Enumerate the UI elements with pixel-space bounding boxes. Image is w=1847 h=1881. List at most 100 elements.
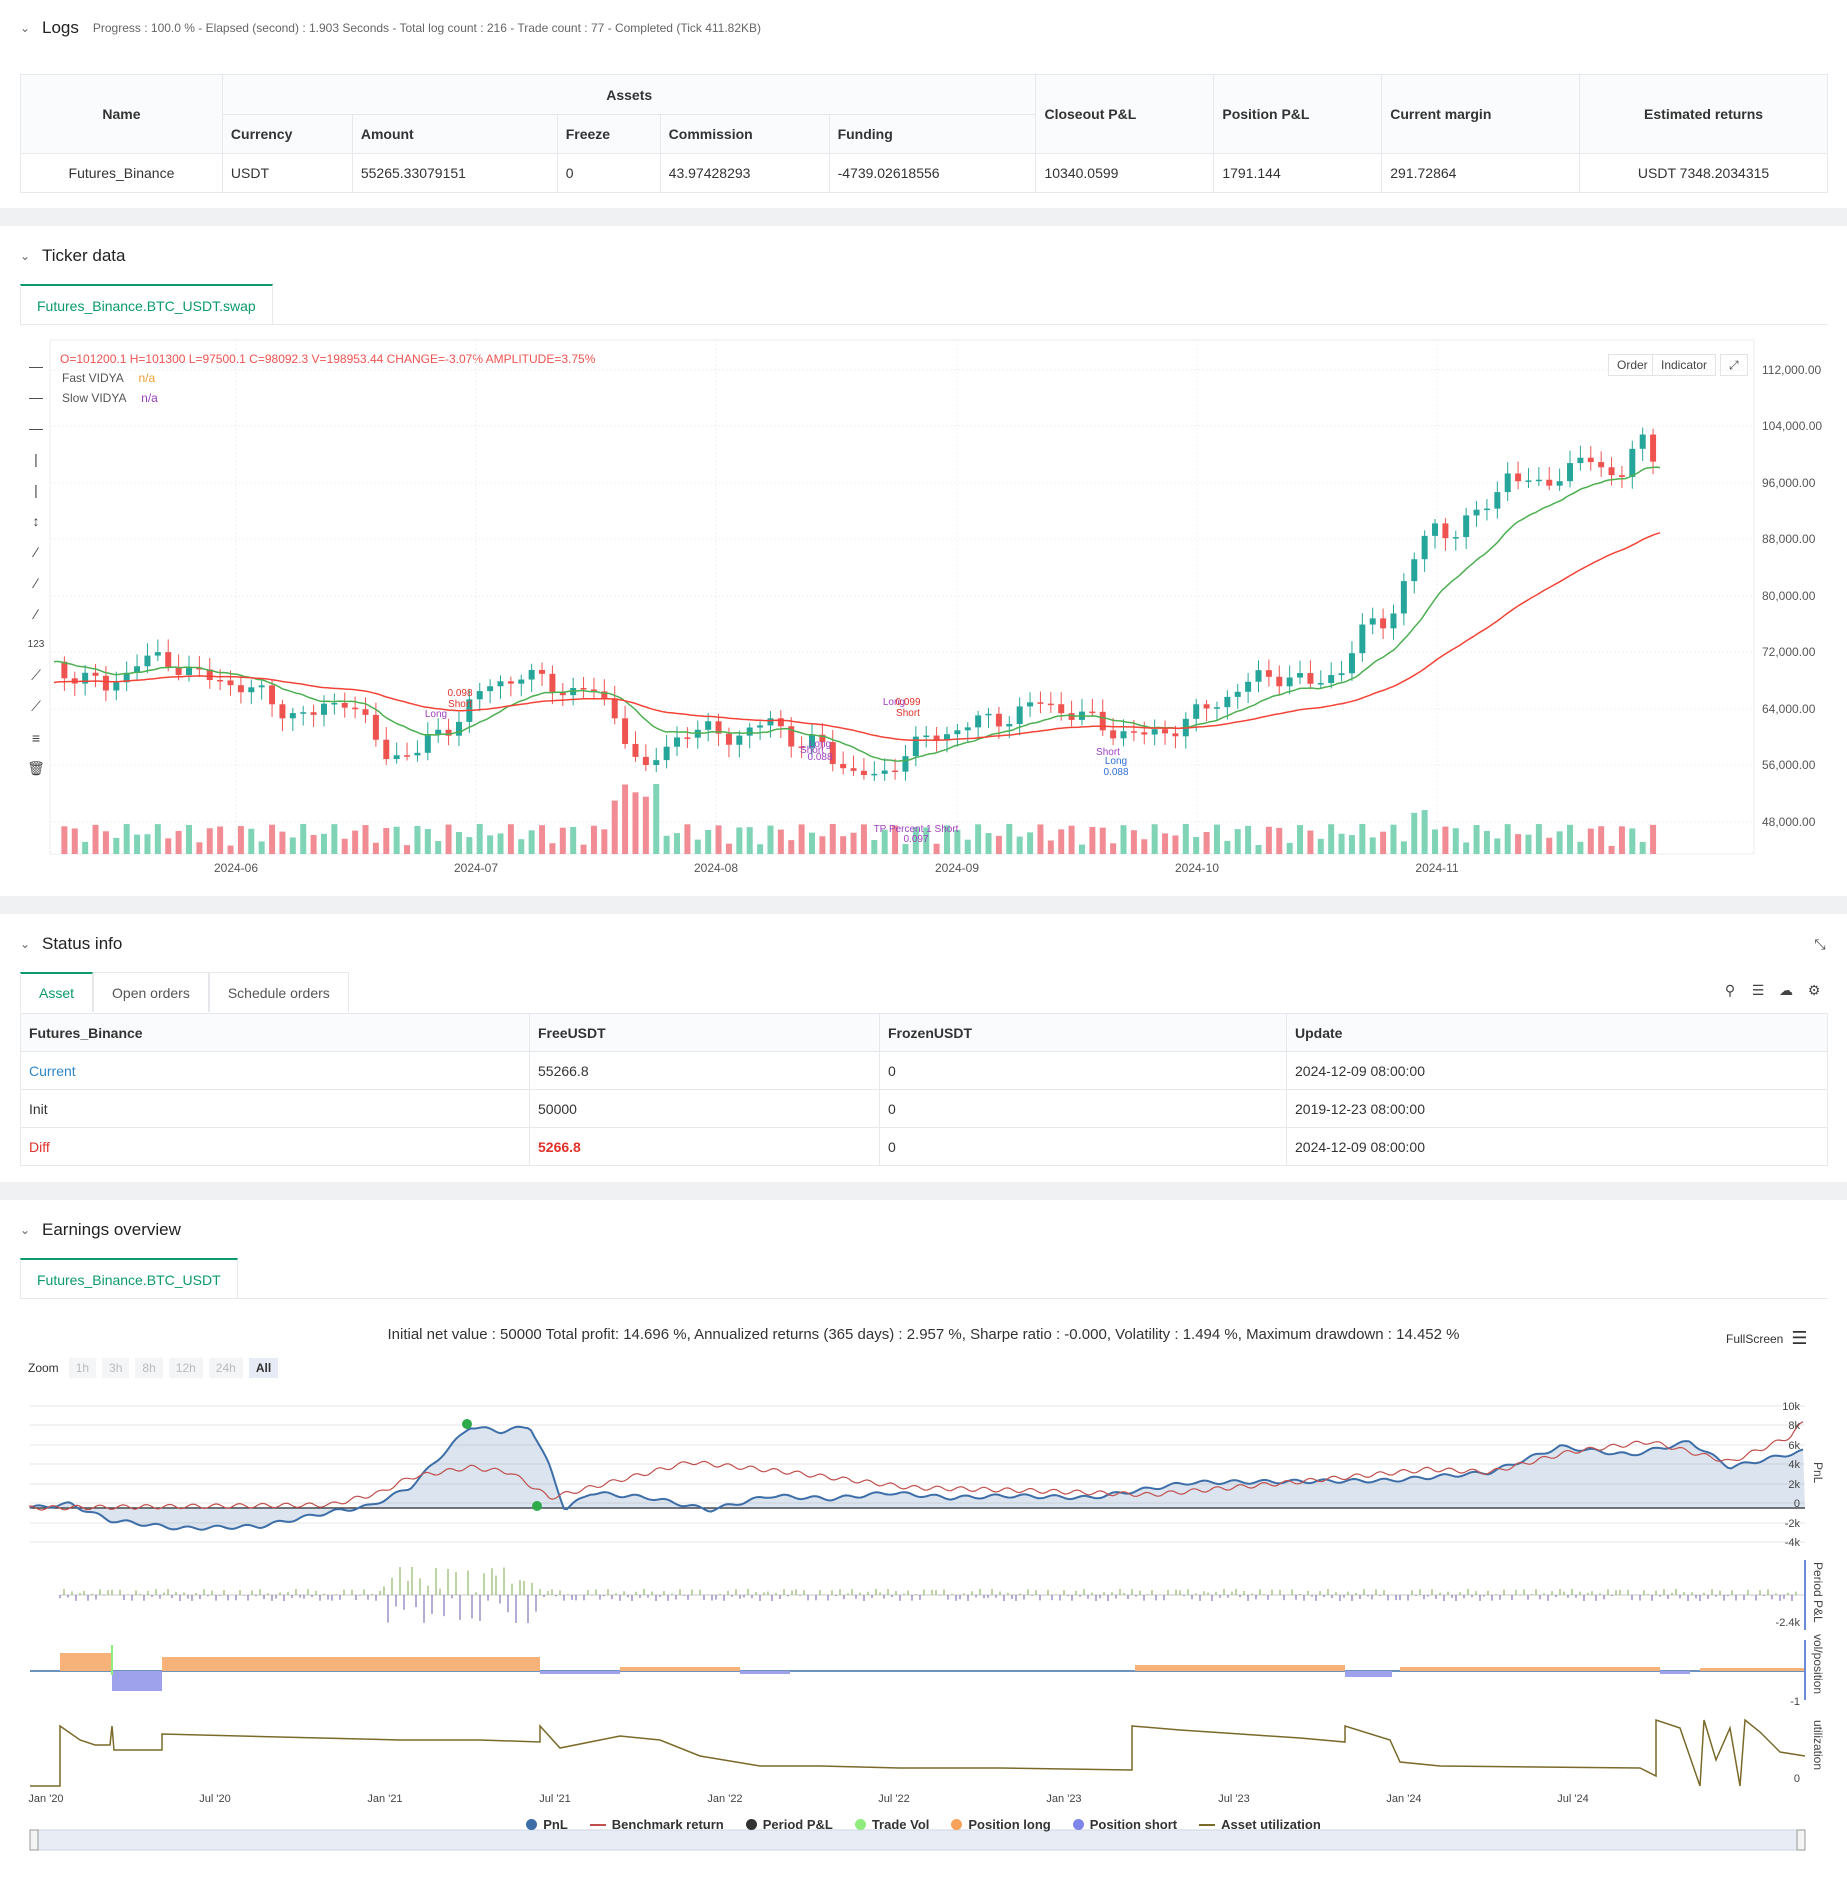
volume-bar bbox=[642, 796, 649, 854]
candle-body bbox=[819, 734, 826, 743]
horizontal-line-icon[interactable]: — bbox=[29, 357, 43, 374]
tab-btc-usdt-swap[interactable]: Futures_Binance.BTC_USDT.swap bbox=[20, 284, 273, 324]
fib-channel-icon[interactable]: ⟋ bbox=[31, 698, 41, 714]
volume-bar bbox=[1328, 824, 1335, 854]
volume-bar bbox=[1504, 824, 1511, 854]
short-signal-label: Short bbox=[448, 699, 472, 710]
volume-bar bbox=[248, 828, 255, 854]
position-long-block bbox=[60, 1653, 112, 1671]
chevron-down-icon[interactable]: ⌄ bbox=[19, 249, 31, 263]
collapse-icon[interactable]: ⤡ bbox=[1814, 935, 1826, 952]
volume-bar bbox=[1650, 824, 1657, 854]
pnl-axis-title: PnL bbox=[1811, 1462, 1825, 1484]
legend-label: PnL bbox=[543, 1817, 568, 1832]
chevron-down-icon[interactable]: ⌄ bbox=[19, 21, 31, 35]
earnings-title: Earnings overview bbox=[42, 1220, 181, 1239]
candle-body bbox=[414, 752, 421, 756]
legend-item[interactable]: PnL bbox=[526, 1817, 568, 1832]
fib-retracement-icon[interactable]: ≡ bbox=[31, 729, 41, 746]
volume-bar bbox=[1380, 831, 1387, 854]
cell-update: 2024-12-09 08:00:00 bbox=[1286, 1051, 1828, 1090]
vertical-segment-icon[interactable]: ↕ bbox=[32, 512, 40, 529]
long-signal-label: Long bbox=[425, 709, 447, 720]
volume-bar bbox=[860, 824, 867, 854]
volume-bar bbox=[559, 827, 566, 854]
candle-body bbox=[71, 678, 78, 684]
gear-icon[interactable]: ⚙ bbox=[1807, 981, 1821, 998]
zoom-3h-button[interactable]: 3h bbox=[102, 1358, 130, 1378]
tab-schedule-orders[interactable]: Schedule orders bbox=[208, 972, 349, 1012]
horizontal-segment-icon[interactable]: — bbox=[29, 419, 43, 436]
pnl-tick-label: 10k bbox=[1782, 1401, 1800, 1413]
vertical-ray-icon[interactable]: | bbox=[34, 481, 38, 498]
candle-body bbox=[674, 737, 681, 747]
volume-bar bbox=[1400, 841, 1407, 854]
candle-body bbox=[1162, 729, 1169, 734]
utilization-tick-label: 0 bbox=[1794, 1773, 1800, 1785]
indicator-button[interactable]: Indicator bbox=[1652, 354, 1717, 376]
legend-item[interactable]: Asset utilization bbox=[1199, 1817, 1321, 1832]
volume-bar bbox=[466, 837, 473, 854]
candle-body bbox=[1297, 673, 1304, 678]
candle-body bbox=[1120, 731, 1127, 739]
candle-body bbox=[310, 712, 317, 715]
volume-bar bbox=[829, 824, 836, 854]
vol-position-tick-label: -1 bbox=[1790, 1696, 1800, 1708]
horizontal-ray-icon[interactable]: — bbox=[29, 388, 43, 405]
candle-body bbox=[725, 733, 732, 745]
chevron-down-icon[interactable]: ⌄ bbox=[19, 1223, 31, 1237]
search-icon[interactable]: ⚲ bbox=[1724, 981, 1736, 998]
candle-body bbox=[1265, 670, 1272, 677]
candle-body bbox=[1629, 448, 1636, 477]
legend-item[interactable]: Benchmark return bbox=[589, 1817, 724, 1832]
legend-item[interactable]: Position short bbox=[1072, 1817, 1177, 1832]
row-label-current[interactable]: Current bbox=[20, 1051, 530, 1090]
candle-body bbox=[134, 666, 141, 673]
fast-vidya-label: Fast VIDYA bbox=[62, 371, 124, 385]
vertical-line-icon[interactable]: | bbox=[34, 450, 38, 467]
position-short-block bbox=[740, 1671, 790, 1674]
earnings-header[interactable]: ⌄ Earnings overview bbox=[18, 1220, 181, 1240]
legend-item[interactable]: Position long bbox=[951, 1817, 1051, 1832]
earnings-chart[interactable]: 10k 8k 6k 4k 2k 0 -2k -4k Jan '20 Jul '20 Jan '21 J… bbox=[0, 1200, 1847, 1881]
tab-asset[interactable]: Asset bbox=[20, 972, 94, 1012]
tab-open-orders[interactable]: Open orders bbox=[93, 972, 209, 1012]
list-icon[interactable]: ☰ bbox=[1751, 981, 1765, 998]
zoom-24h-button[interactable]: 24h bbox=[208, 1358, 243, 1378]
legend-item[interactable]: Trade Vol bbox=[854, 1817, 929, 1832]
candle-body bbox=[1027, 702, 1034, 707]
volume-bar bbox=[819, 836, 826, 854]
parallel-channel-icon[interactable]: ⟋ bbox=[31, 667, 41, 683]
volume-bar bbox=[674, 833, 681, 854]
legend-item[interactable]: Period P&L bbox=[745, 1817, 833, 1832]
x-tick-label: 2024-08 bbox=[694, 861, 738, 875]
segment-line-icon[interactable]: ∕ bbox=[34, 605, 38, 622]
candle-body bbox=[1245, 681, 1252, 692]
volume-bar bbox=[1317, 838, 1324, 854]
menu-icon[interactable]: ☰ bbox=[1791, 1328, 1808, 1348]
cloud-download-icon[interactable]: ☁ bbox=[1779, 981, 1793, 998]
chevron-down-icon[interactable]: ⌄ bbox=[19, 937, 31, 951]
candlestick-chart[interactable]: 112,000.00 104,000.00 96,000.00 88,000.00 80… bbox=[0, 226, 1847, 896]
volume-bar bbox=[1099, 827, 1106, 854]
zoom-1h-button[interactable]: 1h bbox=[68, 1358, 97, 1378]
volume-bar bbox=[445, 824, 452, 854]
zoom-all-button[interactable]: All bbox=[248, 1358, 279, 1378]
fullscreen-icon[interactable]: ⤢ bbox=[1720, 354, 1748, 376]
trash-icon[interactable]: 🗑 bbox=[27, 760, 45, 776]
volume-bar bbox=[1442, 826, 1449, 854]
tab-underline bbox=[20, 1298, 1828, 1299]
ticker-header[interactable]: ⌄ Ticker data bbox=[18, 246, 126, 266]
price-line-icon[interactable]: 123 bbox=[27, 639, 45, 650]
volume-bar bbox=[1141, 839, 1148, 854]
status-header[interactable]: ⌄ Status info bbox=[18, 934, 122, 954]
tab-btc-usdt[interactable]: Futures_Binance.BTC_USDT bbox=[20, 1258, 238, 1298]
ray-line-icon[interactable]: ∕ bbox=[34, 574, 38, 591]
trend-line-icon[interactable]: ∕ bbox=[34, 543, 38, 560]
logs-header[interactable]: ⌄ Logs Progress : 100.0 % - Elapsed (sec… bbox=[18, 18, 761, 38]
fullscreen-button[interactable]: FullScreen ☰ bbox=[1726, 1328, 1808, 1349]
zoom-12h-button[interactable]: 12h bbox=[168, 1358, 203, 1378]
order-button[interactable]: Order bbox=[1608, 354, 1657, 376]
zoom-8h-button[interactable]: 8h bbox=[135, 1358, 163, 1378]
position-long-block bbox=[1400, 1667, 1660, 1671]
